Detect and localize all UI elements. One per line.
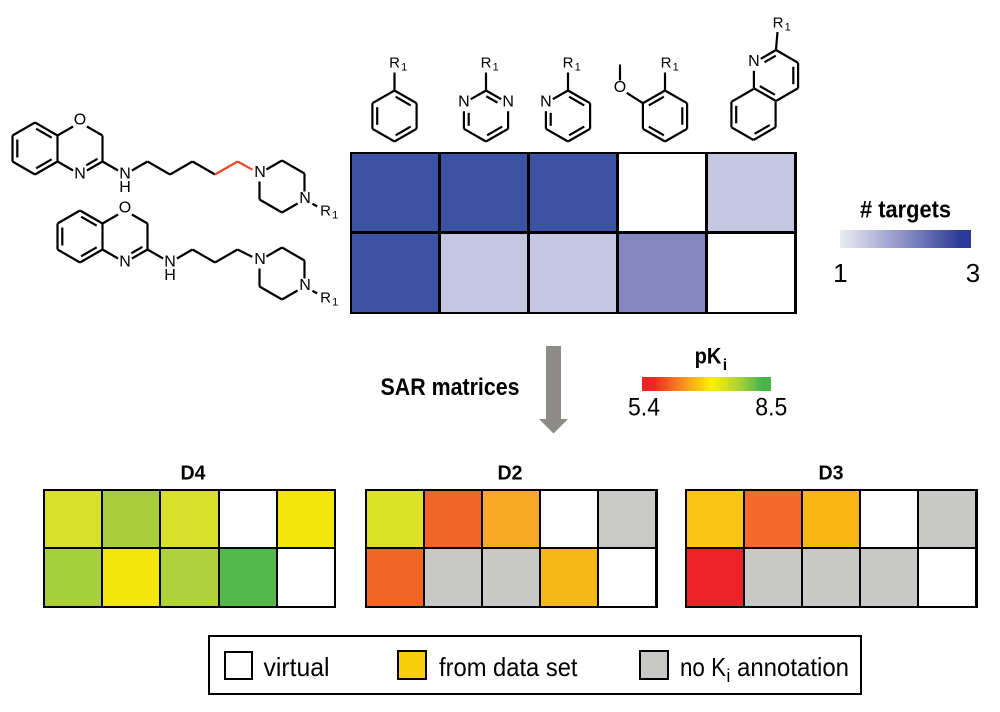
svg-text:R: R: [481, 55, 492, 72]
svg-text:pK: pK: [695, 343, 722, 368]
svg-text:1: 1: [401, 62, 407, 74]
svg-text:O: O: [74, 111, 86, 128]
svg-text:R: R: [320, 290, 331, 307]
svg-text:O: O: [119, 199, 131, 216]
svg-text:1: 1: [493, 62, 499, 74]
svg-text:1: 1: [332, 210, 338, 222]
svg-text:N: N: [74, 165, 86, 182]
svg-text:N: N: [299, 277, 311, 294]
svg-text:virtual: virtual: [264, 652, 330, 682]
svg-text:1: 1: [673, 62, 679, 74]
svg-text:H: H: [119, 179, 131, 196]
svg-text:D2: D2: [498, 463, 523, 485]
svg-text:N: N: [119, 165, 131, 182]
svg-text:N: N: [540, 94, 552, 111]
svg-text:i: i: [726, 666, 730, 686]
svg-text:N: N: [299, 190, 311, 207]
svg-text:R: R: [389, 55, 400, 72]
svg-text:1: 1: [332, 297, 338, 309]
svg-text:1: 1: [785, 22, 791, 34]
svg-text:N: N: [254, 164, 266, 181]
svg-text:N: N: [748, 53, 760, 70]
svg-text:R: R: [563, 55, 574, 72]
svg-text:SAR matrices: SAR matrices: [381, 374, 520, 401]
svg-text:N: N: [119, 253, 131, 270]
svg-text:# targets: # targets: [860, 197, 951, 224]
svg-text:H: H: [164, 267, 176, 284]
svg-text:N: N: [164, 253, 176, 270]
svg-text:no K: no K: [680, 652, 727, 682]
svg-text:1: 1: [833, 258, 847, 288]
svg-text:D4: D4: [181, 463, 207, 485]
svg-text:annotation: annotation: [737, 652, 849, 682]
svg-text:N: N: [458, 94, 470, 111]
svg-text:1: 1: [575, 62, 581, 74]
svg-text:R: R: [661, 55, 672, 72]
svg-text:3: 3: [966, 258, 980, 288]
svg-text:R: R: [773, 15, 784, 32]
svg-text:N: N: [502, 94, 514, 111]
svg-text:R: R: [320, 203, 331, 220]
svg-text:N: N: [254, 251, 266, 268]
svg-text:O: O: [614, 79, 626, 96]
svg-text:i: i: [723, 357, 727, 374]
svg-text:from data set: from data set: [439, 652, 578, 682]
svg-text:5.4: 5.4: [628, 394, 660, 422]
svg-text:D3: D3: [819, 463, 844, 485]
svg-text:8.5: 8.5: [755, 394, 787, 422]
